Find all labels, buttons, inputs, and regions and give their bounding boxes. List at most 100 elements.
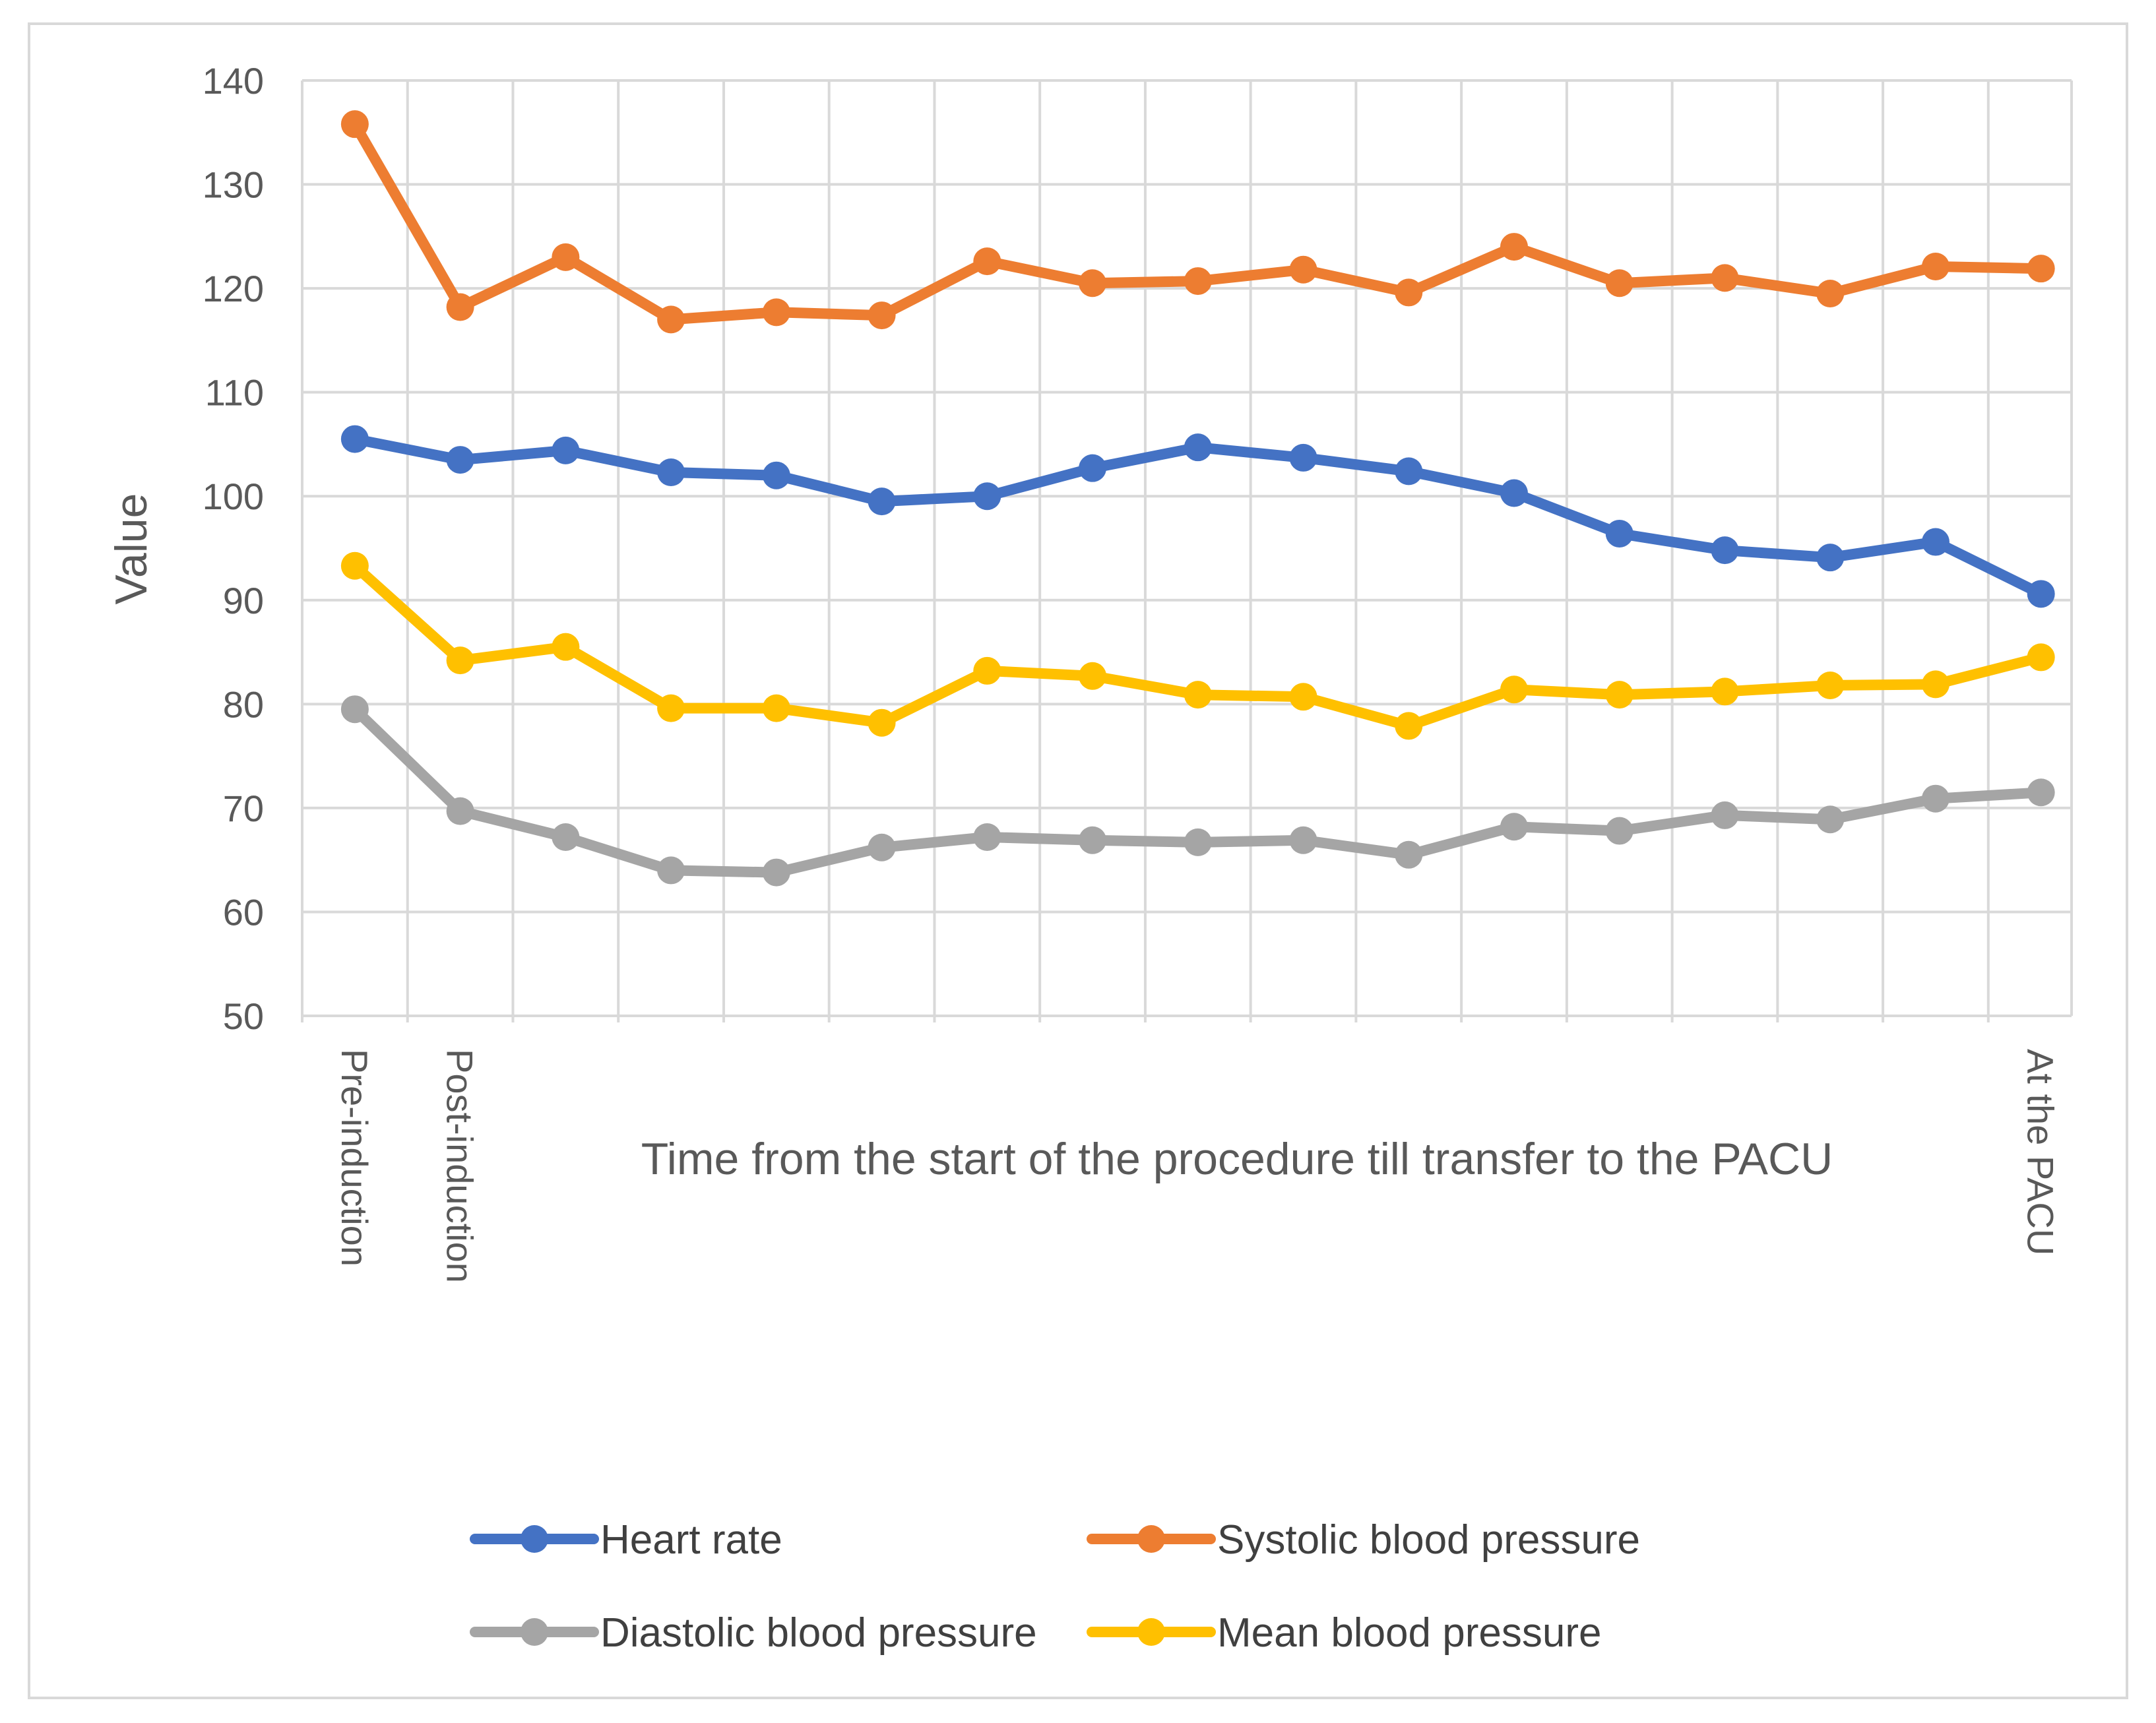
data-point bbox=[1500, 813, 1528, 841]
data-point bbox=[1711, 264, 1739, 292]
data-point bbox=[762, 694, 790, 722]
y-tick-label: 130 bbox=[203, 164, 264, 206]
legend-entry: Mean blood pressure bbox=[1087, 1610, 1601, 1656]
data-point bbox=[552, 243, 580, 271]
x-axis-title: Time from the start of the procedure til… bbox=[641, 1134, 1833, 1184]
data-point bbox=[1395, 712, 1423, 740]
data-point bbox=[1921, 253, 1950, 281]
data-point bbox=[1395, 278, 1423, 307]
data-point bbox=[1500, 675, 1528, 704]
legend-swatch-marker bbox=[521, 1618, 548, 1646]
data-point bbox=[973, 482, 1001, 511]
legend-swatch-marker bbox=[1137, 1525, 1165, 1553]
data-point bbox=[1605, 519, 1633, 548]
data-point bbox=[657, 856, 685, 885]
data-point bbox=[2027, 778, 2055, 807]
data-point bbox=[762, 461, 790, 489]
x-tick-label: At the PACU bbox=[2020, 1049, 2062, 1255]
data-point bbox=[1289, 255, 1317, 284]
data-point bbox=[552, 633, 580, 661]
data-point bbox=[446, 293, 474, 321]
y-tick-label: 90 bbox=[223, 580, 264, 621]
legend-label: Diastolic blood pressure bbox=[600, 1610, 1037, 1656]
data-point bbox=[1816, 279, 1845, 307]
y-tick-label: 80 bbox=[223, 683, 264, 725]
series-systolic-blood-pressure bbox=[340, 110, 2055, 334]
y-tick-label: 70 bbox=[223, 788, 264, 829]
y-tick-label: 120 bbox=[203, 268, 264, 309]
legend-label: Systolic blood pressure bbox=[1217, 1517, 1640, 1563]
data-point bbox=[657, 305, 685, 334]
data-point bbox=[762, 858, 790, 887]
data-point bbox=[762, 298, 790, 327]
data-point bbox=[1605, 817, 1633, 845]
legend: Heart rate Systolic blood pressure Diastol… bbox=[470, 1517, 1640, 1656]
data-point bbox=[1184, 828, 1212, 856]
data-point bbox=[340, 551, 369, 580]
data-point bbox=[1500, 233, 1528, 261]
data-point bbox=[1184, 681, 1212, 709]
data-point bbox=[552, 436, 580, 464]
series-line bbox=[349, 433, 2046, 600]
y-tick-labels: 50 60 70 80 90 100 110 120 130 140 bbox=[203, 60, 264, 1037]
y-tick-label: 110 bbox=[205, 372, 264, 414]
legend-swatch-marker bbox=[1137, 1618, 1165, 1646]
y-tick-label: 140 bbox=[203, 60, 264, 102]
data-point bbox=[1184, 267, 1212, 296]
data-point bbox=[1395, 840, 1423, 869]
series-lines bbox=[340, 110, 2055, 887]
data-point bbox=[1711, 801, 1739, 829]
y-axis-title: Value bbox=[106, 493, 156, 605]
legend-label: Heart rate bbox=[600, 1517, 782, 1563]
data-point bbox=[973, 247, 1001, 276]
data-point bbox=[340, 695, 369, 724]
data-point bbox=[2027, 580, 2055, 608]
data-point bbox=[1079, 826, 1107, 854]
x-tick-label: Post-induction bbox=[439, 1049, 481, 1283]
legend-entry: Diastolic blood pressure bbox=[470, 1610, 1037, 1656]
data-point bbox=[1816, 544, 1845, 572]
data-point bbox=[1921, 670, 1950, 699]
data-point bbox=[1605, 681, 1633, 709]
y-tick-label: 60 bbox=[223, 891, 264, 933]
data-point bbox=[446, 797, 474, 825]
data-point bbox=[973, 656, 1001, 685]
gridlines bbox=[301, 79, 2073, 1022]
x-tick-label: Pre-induction bbox=[334, 1049, 375, 1267]
data-point bbox=[1184, 433, 1212, 462]
legend-entry: Systolic blood pressure bbox=[1087, 1517, 1640, 1563]
data-point bbox=[1079, 454, 1107, 482]
data-point bbox=[1711, 536, 1739, 565]
data-point bbox=[1500, 479, 1528, 507]
y-tick-label: 100 bbox=[203, 476, 264, 517]
data-point bbox=[868, 833, 896, 862]
data-point bbox=[1921, 784, 1950, 813]
data-point bbox=[1289, 683, 1317, 711]
data-point bbox=[1289, 826, 1317, 854]
legend-entry: Heart rate bbox=[470, 1517, 782, 1563]
data-point bbox=[1816, 805, 1845, 834]
data-point bbox=[657, 458, 685, 486]
data-point bbox=[340, 425, 369, 453]
data-point bbox=[2027, 255, 2055, 283]
data-point bbox=[446, 446, 474, 474]
data-point bbox=[552, 823, 580, 852]
x-tick-labels: Pre-induction Post-induction At the PACU bbox=[334, 1049, 2062, 1283]
data-point bbox=[1816, 671, 1845, 699]
data-point bbox=[1921, 528, 1950, 556]
data-point bbox=[1711, 677, 1739, 706]
data-point bbox=[1079, 662, 1107, 690]
data-point bbox=[973, 823, 1001, 852]
data-point bbox=[1289, 443, 1317, 472]
series-diastolic-blood-pressure bbox=[340, 695, 2055, 887]
data-point bbox=[657, 694, 685, 722]
y-tick-label: 50 bbox=[223, 995, 264, 1037]
data-point bbox=[446, 646, 474, 675]
data-point bbox=[1079, 269, 1107, 298]
data-point bbox=[2027, 643, 2055, 672]
data-point bbox=[1605, 269, 1633, 298]
series-mean-blood-pressure bbox=[340, 551, 2055, 740]
data-point bbox=[868, 487, 896, 516]
